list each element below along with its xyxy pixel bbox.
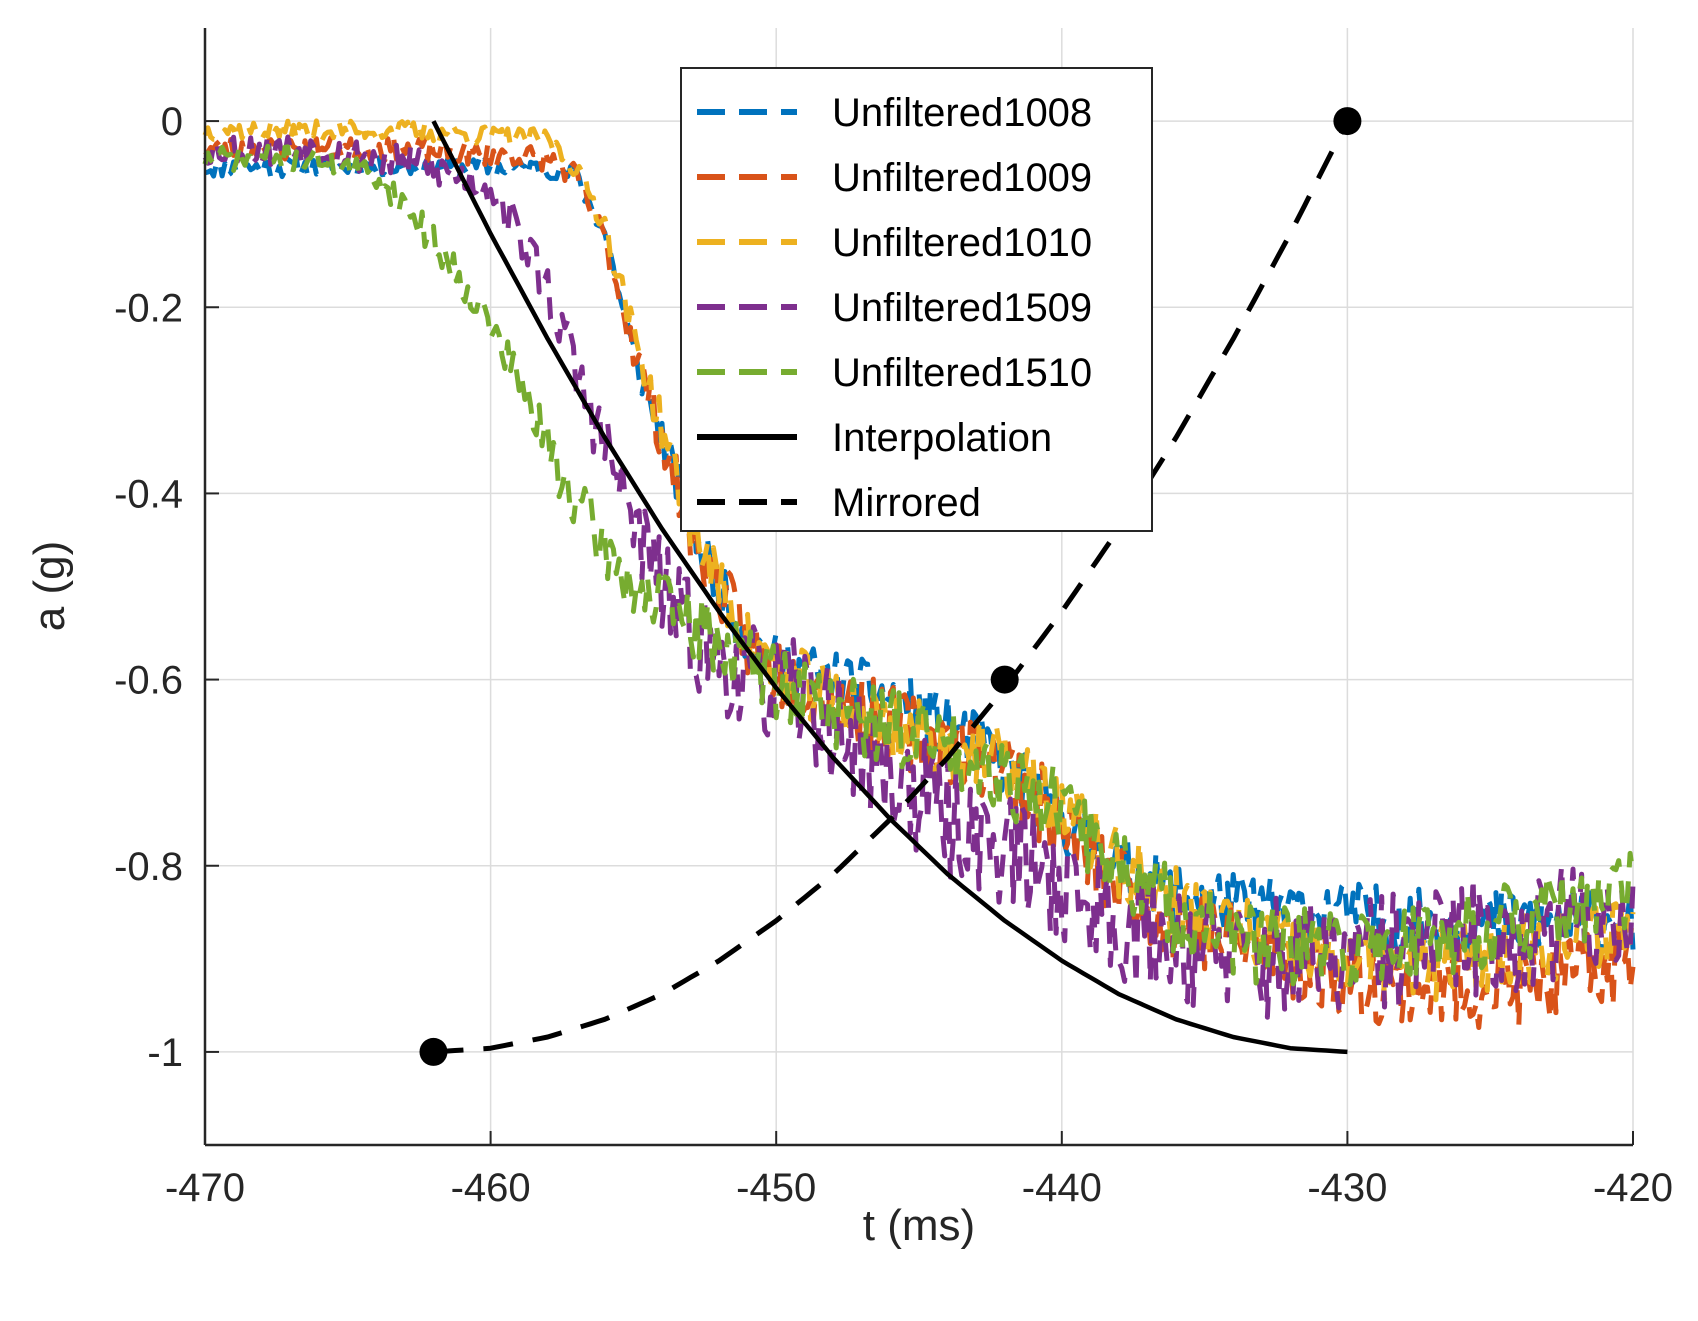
marker-point: [990, 665, 1019, 694]
legend-box: [680, 67, 1153, 532]
data-series: [202, 118, 1636, 1055]
series-line-unfiltered1008: [204, 155, 1636, 956]
y-tick-label: -0.2: [114, 286, 183, 330]
x-tick-label: -470: [165, 1166, 245, 1210]
series-line-mirrored: [433, 119, 1350, 1055]
y-tick-label: -1: [147, 1031, 183, 1075]
y-tick-label: -0.6: [114, 659, 183, 703]
legend: Unfiltered1008 Unfiltered1009 Unfiltered10…: [680, 67, 1153, 532]
legend-label: Unfiltered1510: [832, 351, 1092, 395]
legend-label: Unfiltered1008: [832, 91, 1092, 135]
axes: [203, 28, 1633, 1147]
tick-labels: -470 -460 -450 -440 -430 -420 0 -0.2 -0.4 -0.6 -0.…: [114, 100, 1673, 1210]
x-tick-label: -430: [1307, 1166, 1387, 1210]
legend-label: Unfiltered1509: [832, 286, 1092, 330]
x-tick-label: -450: [736, 1166, 816, 1210]
marker-point: [1333, 107, 1362, 136]
x-tick-label: -440: [1022, 1166, 1102, 1210]
x-tick-label: -460: [451, 1166, 531, 1210]
data-markers: [419, 107, 1362, 1066]
y-tick-label: -0.4: [114, 472, 183, 516]
legend-label: Mirrored: [832, 481, 981, 525]
x-axis-label: t (ms): [863, 1201, 975, 1250]
y-tick-label: 0: [161, 100, 183, 144]
legend-label: Unfiltered1010: [832, 221, 1092, 265]
y-axis-label: a (g): [25, 541, 74, 631]
x-tick-label: -420: [1593, 1166, 1673, 1210]
series-line-unfiltered1509: [202, 132, 1636, 1020]
series-line-unfiltered1510: [202, 143, 1636, 988]
y-tick-label: -0.8: [114, 845, 183, 889]
legend-label: Interpolation: [832, 416, 1052, 460]
marker-point: [419, 1037, 448, 1066]
legend-label: Unfiltered1009: [832, 156, 1092, 200]
